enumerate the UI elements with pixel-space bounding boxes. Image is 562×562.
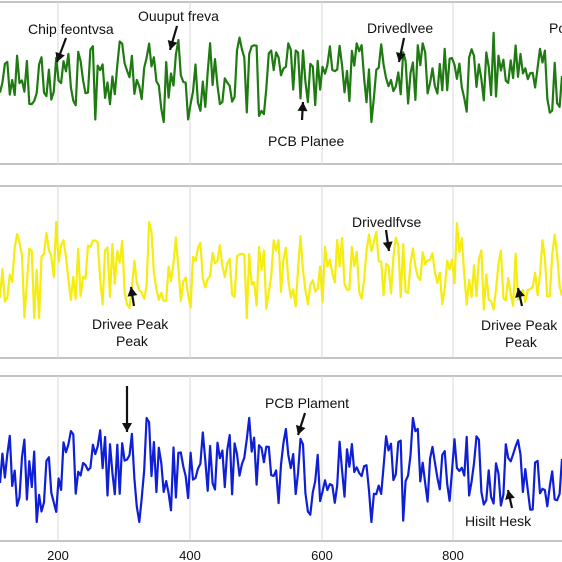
annotation-peak-left: Peak [116,333,149,349]
series-line-top [0,31,562,124]
x-axis-ticks: 200 400 600 800 [47,548,464,562]
annotation-hisilt-hesk: Hisilt Hesk [465,513,532,529]
annotations-bottom: PCB Plament Hisilt Hesk [265,395,532,529]
annotation-arrowhead-6 [515,288,525,298]
annotation-arrowhead-8 [295,424,306,435]
x-tick-label-0: 200 [47,548,69,562]
panel-bottom [0,375,562,542]
annotation-drivee-peak-right: Drivee Peak [481,317,558,333]
annotation-drived-middle: Drivedlfvse [352,214,421,230]
annotation-pcb-plament: PCB Plament [265,395,349,411]
x-tick-label-3: 800 [442,548,464,562]
annotation-peak-right: Peak [505,334,538,350]
annotation-output: Ouuput freva [138,8,219,24]
panel-middle [0,185,562,359]
series-line-middle [0,220,562,320]
annotation-arrowhead-3 [297,102,308,112]
annotation-arrows [55,25,525,509]
annotation-arrowhead-1 [167,39,178,50]
annotation-pcb-planee: PCB Planee [268,133,344,149]
annotation-arrowhead-0 [55,51,65,62]
annotations-top: Chip feontvsa Ouuput freva Drivedlvee Po… [28,8,562,149]
annotation-drived-top: Drivedlvee [367,20,433,36]
panel-top-grid [57,2,454,164]
x-tick-label-2: 600 [311,548,333,562]
panel-top [0,1,562,165]
annotation-arrowhead-4 [382,241,393,251]
annotation-arrowhead-2 [395,52,406,62]
annotations-middle: Drivedlfvse Drivee Peak Peak Drivee Peak… [92,214,558,350]
x-tick-label-1: 400 [179,548,201,562]
annotation-arrowhead-7 [122,423,132,432]
annotation-po: Po [549,20,562,36]
annotation-chip: Chip feontvsa [28,21,114,37]
annotation-drivee-peak-left: Drivee Peak [92,316,169,332]
series-line-bottom [0,416,562,524]
annotation-arrowhead-5 [127,287,138,297]
annotation-arrowhead-9 [505,490,515,500]
